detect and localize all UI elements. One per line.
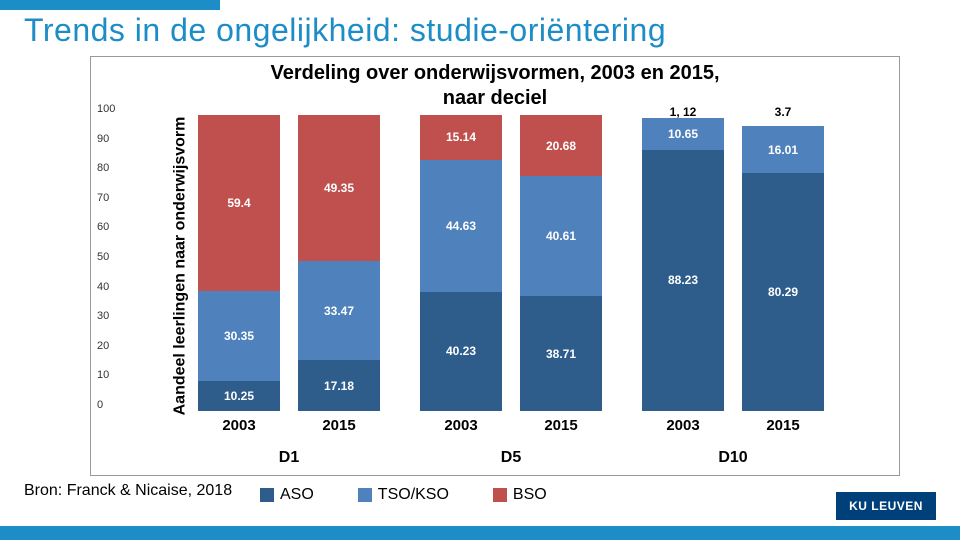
y-tick: 70 [97, 192, 109, 204]
bar-segment-tso: 40.61 [520, 176, 602, 296]
y-tick: 50 [97, 251, 109, 263]
y-tick: 90 [97, 133, 109, 145]
bar-segment-tso: 30.35 [198, 291, 280, 381]
legend-label: TSO/KSO [378, 486, 449, 504]
bar-segment-aso: 10.25 [198, 381, 280, 411]
chart-panel: Verdeling over onderwijsvormen, 2003 en … [90, 56, 900, 476]
bar-segment-bso: 49.35 [298, 115, 380, 261]
x-year-label: 2003 [420, 417, 502, 434]
legend-swatch [260, 488, 274, 502]
bar-segment-bso: 59.4 [198, 115, 280, 291]
legend-swatch [358, 488, 372, 502]
bar-segment-bso: 20.68 [520, 115, 602, 176]
accent-stripe-top [0, 0, 220, 10]
y-tick: 30 [97, 310, 109, 322]
bar-top-label: 1, 12 [642, 105, 724, 119]
source-text: Bron: Franck & Nicaise, 2018 [24, 482, 232, 500]
x-year-label: 2003 [642, 417, 724, 434]
y-tick: 20 [97, 340, 109, 352]
x-year-label: 2015 [298, 417, 380, 434]
y-tick: 60 [97, 221, 109, 233]
legend-label: BSO [513, 486, 547, 504]
bar-segment-tso: 44.63 [420, 160, 502, 292]
legend-item-tso: TSO/KSO [358, 486, 449, 504]
x-group-label: D5 [420, 449, 602, 467]
bar-segment-aso: 80.29 [742, 173, 824, 411]
bar-segment-aso: 38.71 [520, 296, 602, 411]
x-year-label: 2003 [198, 417, 280, 434]
bar: 17.1833.4749.35 [298, 115, 380, 411]
bar-segment-aso: 17.18 [298, 360, 380, 411]
bar-segment-aso: 40.23 [420, 292, 502, 411]
bar-segment-tso: 33.47 [298, 261, 380, 360]
legend-label: ASO [280, 486, 314, 504]
accent-stripe-bottom [0, 526, 960, 540]
x-group-label: D1 [198, 449, 380, 467]
bar: 88.2310.65 [642, 115, 724, 411]
bar-segment-tso: 16.01 [742, 126, 824, 173]
bar-segment-tso: 10.65 [642, 118, 724, 150]
bar: 40.2344.6315.14 [420, 115, 502, 411]
chart-title: Verdeling over onderwijsvormen, 2003 en … [91, 61, 899, 111]
bar-top-label: 3.7 [742, 105, 824, 119]
legend-item-aso: ASO [260, 486, 314, 504]
bar-segment-bso: 15.14 [420, 115, 502, 160]
x-year-label: 2015 [520, 417, 602, 434]
y-tick: 100 [97, 103, 115, 115]
x-group-label: D10 [642, 449, 824, 467]
y-tick: 80 [97, 162, 109, 174]
slide: Trends in de ongelijkheid: studie-oriënt… [0, 0, 960, 540]
y-tick: 0 [97, 399, 103, 411]
bar-segment-aso: 88.23 [642, 150, 724, 411]
bar: 38.7140.6120.68 [520, 115, 602, 411]
legend-item-bso: BSO [493, 486, 547, 504]
brand-logo: KU LEUVEN [836, 492, 936, 520]
chart-plot: 010203040506070809010010.2530.3559.417.1… [131, 115, 891, 411]
bar: 80.2916.01 [742, 115, 824, 411]
chart-legend: ASO TSO/KSO BSO [260, 486, 547, 504]
y-tick: 40 [97, 281, 109, 293]
bar: 10.2530.3559.4 [198, 115, 280, 411]
legend-swatch [493, 488, 507, 502]
y-tick: 10 [97, 369, 109, 381]
x-year-label: 2015 [742, 417, 824, 434]
page-title: Trends in de ongelijkheid: studie-oriënt… [24, 12, 666, 49]
